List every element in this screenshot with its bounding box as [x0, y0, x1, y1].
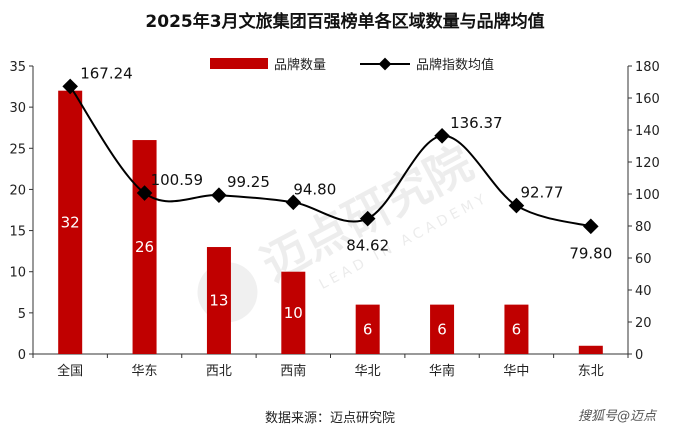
- bar: [206, 247, 231, 354]
- chart-title: 2025年3月文旅集团百强榜单各区域数量与品牌均值: [145, 11, 544, 32]
- bar-data-label: 26: [135, 238, 154, 256]
- line-point-marker: [211, 187, 227, 203]
- left-tick-label: 15: [9, 225, 26, 240]
- left-tick-label: 25: [9, 142, 26, 157]
- left-tick-label: 30: [9, 101, 26, 116]
- bar: [132, 140, 157, 354]
- line-data-label: 100.59: [151, 171, 204, 189]
- line-data-label: 84.62: [346, 237, 389, 255]
- right-tick-label: 120: [635, 156, 660, 171]
- x-tick-label: 东北: [578, 364, 604, 379]
- left-tick-label: 5: [18, 307, 26, 322]
- legend-line-marker-icon: [378, 57, 392, 71]
- legend-line-label: 品牌指数均值: [416, 57, 494, 73]
- line-point-marker: [434, 128, 450, 144]
- bar-data-label: 6: [512, 320, 522, 338]
- bar-data-label: 6: [363, 320, 373, 338]
- line-point-marker: [285, 194, 302, 211]
- bar: [355, 304, 380, 354]
- x-tick-label: 西南: [280, 363, 306, 379]
- line-data-label: 92.77: [520, 184, 563, 202]
- line-point-marker: [583, 218, 599, 235]
- bar-data-label: 32: [61, 213, 80, 231]
- line-data-label: 79.80: [569, 244, 612, 262]
- right-tick-label: 180: [635, 60, 660, 75]
- line-point-marker: [62, 78, 78, 95]
- left-tick-label: 0: [18, 348, 26, 363]
- legend-bar-label: 品牌数量: [274, 57, 326, 73]
- legend: 品牌数量 品牌指数均值: [210, 57, 494, 73]
- bar: [578, 345, 603, 354]
- line-point-marker: [359, 210, 376, 227]
- bar: [58, 90, 83, 354]
- source-note: 数据来源：迈点研究院: [265, 411, 395, 426]
- right-tick-label: 20: [635, 316, 652, 331]
- x-tick-label: 华东: [132, 364, 158, 379]
- x-tick-label: 全国: [57, 363, 83, 379]
- plot-area: 0 5 10 15 20 25 30 35 0 20 40 60 80 100 120 140 160 180 全国…: [9, 60, 659, 379]
- line-data-label: 136.37: [450, 114, 503, 132]
- left-tick-label: 35: [9, 60, 26, 75]
- right-tick-label: 60: [635, 252, 652, 267]
- line-data-label: 99.25: [227, 173, 270, 191]
- x-tick-label: 华北: [355, 364, 381, 379]
- bar: [504, 304, 529, 354]
- bar-data-label: 6: [437, 320, 447, 338]
- right-tick-label: 40: [635, 284, 652, 299]
- right-tick-label: 160: [635, 92, 660, 107]
- line-point-marker: [136, 185, 153, 201]
- bar-data-label: 13: [209, 292, 228, 310]
- left-tick-label: 10: [9, 266, 26, 281]
- bar-data-label: 10: [284, 304, 303, 322]
- bar: [281, 271, 306, 354]
- x-tick-label: 华中: [503, 364, 529, 379]
- right-tick-label: 80: [635, 220, 652, 235]
- line-data-label: 94.80: [293, 180, 336, 198]
- line-point-marker: [508, 197, 525, 214]
- line-data-label: 167.24: [80, 64, 133, 82]
- legend-bar-swatch: [210, 58, 268, 69]
- credit-text: 搜狐号@迈点: [578, 409, 658, 424]
- bar: [430, 304, 455, 354]
- right-tick-label: 100: [635, 188, 660, 203]
- x-tick-label: 华南: [429, 363, 455, 379]
- left-tick-label: 20: [9, 183, 26, 198]
- right-tick-label: 140: [635, 124, 660, 139]
- right-tick-label: 0: [635, 348, 643, 363]
- x-tick-label: 西北: [206, 364, 232, 379]
